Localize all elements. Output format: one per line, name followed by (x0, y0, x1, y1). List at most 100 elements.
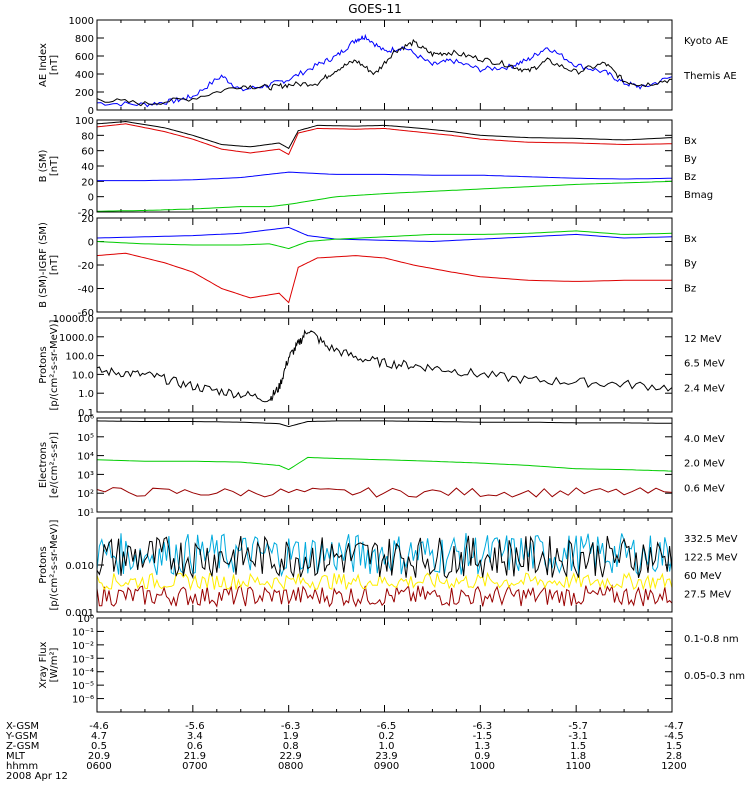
y-tick-label: 60 (81, 147, 94, 158)
y-tick-label: 1.0 (78, 389, 94, 400)
y-tick-label: 0 (88, 238, 94, 249)
footer-value: 1.9 (283, 731, 299, 742)
y-tick-label: 10⁶ (77, 414, 94, 425)
series-line-bmag (96, 120, 673, 150)
y-axis-label: [e/(cm²-s-sr)] (49, 432, 60, 498)
footer-value: 0600 (86, 761, 111, 772)
y-tick-label: 10000.0 (53, 314, 94, 325)
legend-entry: By (684, 154, 697, 165)
footer-row-label: MLT (6, 751, 26, 762)
footer-value: -4.7 (664, 721, 684, 732)
y-tick-label: 10⁰ (77, 614, 94, 625)
footer-value: 3.4 (187, 731, 203, 742)
footer-value: -6.3 (281, 721, 301, 732)
y-tick-label: 0 (88, 106, 94, 117)
legend-entry: Bx (684, 136, 697, 147)
series-line-bx (97, 171, 672, 182)
footer-row-label: Y-GSM (5, 731, 38, 742)
footer-value: -4.6 (89, 721, 109, 732)
y-tick-label: -40 (78, 285, 94, 296)
footer-value: 21.9 (184, 751, 206, 762)
y-tick-label: 100.0 (65, 352, 94, 363)
y-tick-label: 10⁻² (72, 641, 94, 652)
y-tick-label: 0.010 (65, 561, 94, 572)
y-tick-label: 1000 (69, 16, 94, 27)
legend-entry: Kyoto AE (684, 36, 728, 47)
footer-value: -1.5 (473, 731, 493, 742)
footer-value: 0700 (182, 761, 207, 772)
footer-value: -5.6 (185, 721, 205, 732)
footer-value: 1000 (470, 761, 495, 772)
panel-protons_high: 0.001 0.010 Protons [p/(cm²-s-sr-MeV)] 332.5… (38, 517, 738, 619)
y-tick-label: 10⁵ (77, 433, 94, 444)
footer-value: 1100 (565, 761, 590, 772)
panel-electrons: 10¹ 10² 10³ 10⁴ 10⁵ 10⁶ Electrons [e/(cm²-s-sr)… (38, 414, 725, 519)
legend-entry: 2.4 MeV (684, 383, 725, 394)
y-tick-label: 10⁻¹ (72, 627, 94, 638)
series-line-themis-ae (96, 38, 673, 107)
footer-value: 0.2 (379, 731, 395, 742)
legend-entry: Bz (684, 283, 696, 294)
legend-entry: 12 MeV (684, 334, 722, 345)
panel-frame (96, 19, 673, 111)
y-tick-label: 10² (77, 489, 94, 500)
y-tick-label: 800 (75, 34, 94, 45)
legend-entry: 2.0 MeV (684, 459, 725, 470)
y-tick-label: 1000.0 (59, 333, 94, 344)
footer-date: 2008 Apr 12 (6, 771, 68, 782)
legend-entry: Bmag (684, 190, 713, 201)
footer-value: -3.1 (568, 731, 588, 742)
y-tick-label: 0.1 (78, 408, 94, 419)
y-tick-label: 10³ (77, 470, 94, 481)
footer-value: 2.8 (666, 751, 682, 762)
y-tick-label: 40 (81, 162, 94, 173)
series-line-bz (96, 123, 672, 156)
series-line-122-5-mev (96, 571, 673, 592)
y-tick-label: 10¹ (77, 508, 94, 519)
panel-frame (96, 617, 673, 713)
y-tick-label: 0.001 (65, 608, 94, 619)
legend-entry: 0.1-0.8 nm (684, 634, 739, 645)
y-tick-label: 0 (88, 193, 94, 204)
series-line-2-4-mev (96, 329, 673, 403)
footer-value: 0900 (374, 761, 399, 772)
y-tick-label: 600 (75, 52, 94, 63)
y-tick-label: -20 (78, 208, 94, 219)
y-tick-label: -60 (78, 308, 94, 319)
footer-row-label: Z-GSM (6, 741, 39, 752)
y-axis-label: [nT] (49, 55, 60, 75)
legend-entry: 60 MeV (684, 571, 722, 582)
panel-b_igrf: -60 -40 -20 0 20 B (SM)-IGRF (SM) [nT] Bx By Bz (38, 214, 697, 319)
series-line-4-0-mev (96, 487, 673, 498)
orbit-footer: X-GSM -4.6 -5.6 -6.3 -6.5 -6.3 -5.7 -4.7 Y-GSM 4.… (5, 721, 687, 782)
panel-frame (96, 417, 673, 513)
panel-frame (96, 119, 673, 213)
y-tick-label: 80 (81, 131, 94, 142)
footer-value: 1.0 (379, 741, 395, 752)
footer-row-label: hhmm (6, 761, 38, 772)
y-axis-label: [W/m²] (49, 647, 60, 682)
footer-row-label: X-GSM (6, 721, 39, 732)
footer-value: -4.5 (664, 731, 684, 742)
panel-frame (96, 217, 673, 313)
footer-value: 1.5 (570, 741, 586, 752)
series-line-2-0-mev (96, 456, 673, 472)
y-tick-label: 10⁻³ (72, 654, 94, 665)
y-axis-label: Electrons (38, 442, 49, 488)
footer-value: 1.3 (474, 741, 490, 752)
y-axis-label: B (SM)-IGRF (SM) (38, 222, 49, 308)
y-tick-label: 10.0 (72, 370, 94, 381)
y-axis-label: Protons (38, 346, 49, 383)
y-axis-label: [nT] (49, 255, 60, 275)
series-line-by (96, 230, 673, 250)
footer-value: 0800 (278, 761, 303, 772)
panel-b_sm: -20 0 20 40 60 80 100 B (SM) [nT] Bx By Bz Bmag (38, 116, 713, 219)
legend-entry: Bz (684, 172, 696, 183)
footer-value: 23.9 (375, 751, 397, 762)
footer-value: 0.5 (91, 741, 107, 752)
footer-value: 0.6 (187, 741, 203, 752)
legend-entry: Themis AE (683, 71, 737, 82)
footer-value: 22.9 (280, 751, 302, 762)
y-axis-label: B (SM) (38, 149, 49, 182)
